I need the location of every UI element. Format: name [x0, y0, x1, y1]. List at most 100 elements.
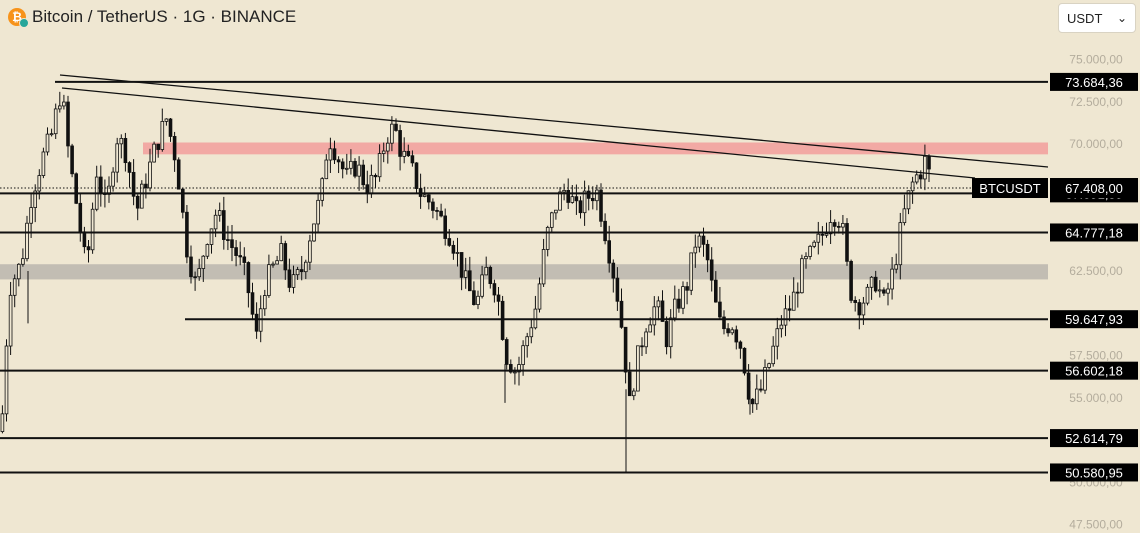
candle [562, 183, 566, 201]
candle [787, 295, 792, 322]
candle [574, 184, 579, 215]
candle [16, 263, 21, 287]
candle [463, 257, 468, 289]
candle [865, 283, 870, 306]
candle [41, 147, 46, 179]
candle [156, 143, 161, 158]
candle [488, 265, 493, 289]
svg-text:67.408,00: 67.408,00 [1065, 181, 1123, 196]
candle [418, 173, 423, 209]
svg-text:73.684,36: 73.684,36 [1065, 75, 1123, 90]
candle [459, 252, 464, 291]
candle [201, 255, 206, 282]
candle [349, 149, 353, 175]
candle [722, 310, 726, 335]
candle [435, 207, 439, 221]
candle [582, 180, 587, 226]
candle [730, 327, 734, 336]
svg-text:56.602,18: 56.602,18 [1065, 364, 1123, 379]
current-price-label: 67.408,00 [1050, 178, 1138, 199]
candle [545, 225, 550, 257]
candle [714, 271, 718, 303]
candle [25, 215, 29, 262]
candle [70, 143, 74, 178]
candle [824, 222, 829, 238]
candle [295, 266, 300, 280]
candle [820, 226, 825, 246]
candle [869, 276, 874, 300]
chart-header: ₿ Bitcoin / TetherUS · 1G · BINANCE [8, 6, 296, 28]
candle [619, 288, 624, 329]
candle [53, 103, 58, 140]
candle [74, 172, 79, 205]
chart-title: Bitcoin / TetherUS · 1G · BINANCE [32, 7, 297, 26]
candle [426, 192, 431, 210]
candle [656, 296, 661, 321]
svg-text:BTCUSDT: BTCUSDT [979, 181, 1040, 196]
candle [845, 218, 849, 266]
candle [0, 405, 5, 434]
candle [886, 282, 890, 306]
candle [275, 255, 279, 265]
price-level-label: 56.602,18 [1050, 361, 1138, 380]
candle [373, 173, 378, 188]
candle [611, 259, 616, 293]
candle [529, 318, 534, 344]
candle [525, 332, 529, 358]
candle [414, 162, 419, 194]
candle [381, 142, 386, 163]
candle [599, 183, 603, 228]
candle [480, 265, 484, 299]
candle [541, 238, 546, 287]
candle [377, 144, 382, 182]
candle [632, 388, 636, 401]
candle [927, 154, 931, 183]
candle [90, 202, 95, 254]
candle [226, 225, 230, 251]
candle [221, 196, 226, 250]
candle [755, 374, 759, 410]
candle [439, 203, 443, 218]
candle [271, 261, 275, 268]
price-level-label: 73.684,36 [1050, 72, 1138, 91]
candle [164, 118, 169, 126]
candle [12, 274, 17, 308]
candle [119, 134, 124, 159]
candle [168, 117, 173, 142]
currency-select[interactable]: USDT ⌄ [1058, 3, 1136, 33]
candle [882, 287, 886, 296]
candle [86, 240, 91, 263]
candle [652, 296, 657, 336]
candle [402, 137, 406, 164]
candle [332, 140, 337, 165]
candle [878, 280, 882, 298]
candle [783, 295, 788, 337]
candle [250, 282, 255, 321]
candle [591, 186, 595, 210]
candle [193, 271, 197, 291]
candle [78, 192, 83, 242]
candle [550, 211, 554, 234]
candle [410, 150, 415, 167]
candle [361, 159, 365, 190]
candle [283, 240, 288, 280]
candle [267, 254, 271, 298]
candle [771, 336, 775, 367]
candle [176, 157, 181, 190]
candle [246, 261, 251, 308]
candle [861, 296, 866, 325]
candle [316, 193, 320, 233]
candle [353, 158, 357, 179]
zone-resistance [143, 142, 1048, 155]
candle [328, 137, 333, 173]
candle [66, 95, 70, 158]
candle [254, 302, 259, 339]
candle [603, 213, 607, 245]
axis-tick-label: 72.500,00 [1069, 95, 1123, 109]
candle [303, 259, 308, 280]
trendline-upper [59, 74, 1049, 168]
candle [607, 225, 611, 273]
currency-select-value: USDT [1067, 10, 1103, 26]
axis-tick-label: 57.500,00 [1069, 349, 1123, 363]
